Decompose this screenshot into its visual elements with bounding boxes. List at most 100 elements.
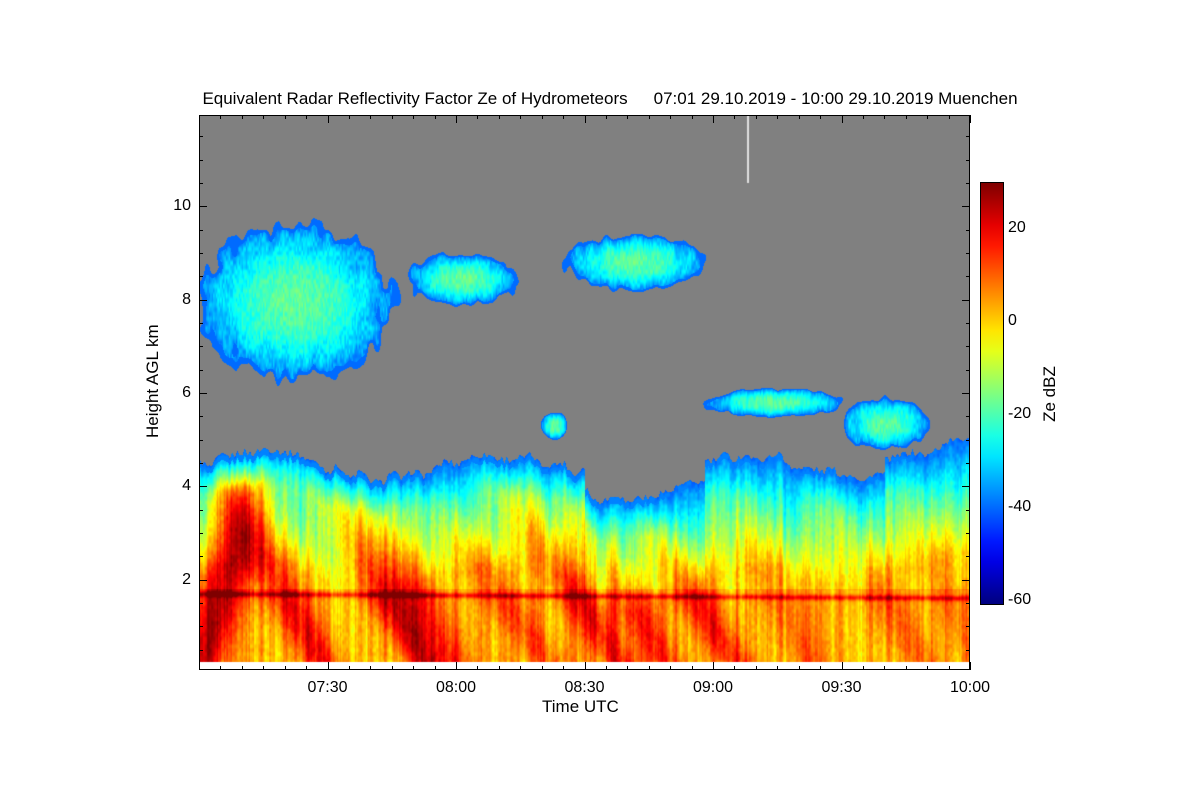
x-minor-tick-top [413,115,415,119]
y-minor-tick [199,602,203,604]
time-range-text: 07:01 29.10.2019 - 10:00 29.10.2019 [653,89,934,108]
x-minor-tick-top [820,115,822,119]
x-minor-tick-top [648,115,650,119]
x-minor-tick [905,666,907,670]
x-minor-tick-top [348,115,350,119]
x-tick-label: 07:30 [307,679,348,696]
y-axis-title: Height AGL km [143,324,162,438]
y-minor-tick [199,346,203,348]
x-minor-tick [605,666,607,670]
x-minor-tick [862,666,864,670]
x-minor-tick [691,666,693,670]
colorbar-tick-label: -60 [1008,591,1032,609]
x-minor-tick [777,666,779,670]
x-tick-label: 09:30 [821,679,862,696]
x-minor-tick-top [670,115,672,119]
y-tick-label: 2 [182,570,191,588]
y-tick-right [962,486,970,488]
x-minor-tick-top [263,115,265,119]
x-minor-tick [306,666,308,670]
x-minor-tick-top [862,115,864,119]
y-minor-tick [199,439,203,441]
x-minor-tick-top [563,115,565,119]
x-minor-tick [541,666,543,670]
y-tick-label: 10 [173,197,191,215]
x-minor-tick-top [905,115,907,119]
x-minor-tick-top [734,115,736,119]
x-axis-title: Time UTC [542,697,619,716]
x-tick [327,662,329,670]
reflectivity-heatmap [199,115,970,670]
y-minor-tick-right [966,416,970,418]
x-minor-tick-top [691,115,693,119]
y-minor-tick [199,322,203,324]
x-minor-tick [284,666,286,670]
colorbar [980,182,1004,605]
location-text: Muenchen [938,89,1018,108]
x-tick [841,662,843,670]
y-tick-label: 8 [182,290,191,308]
x-minor-tick-top [520,115,522,119]
x-minor-tick [241,666,243,670]
x-minor-tick [520,666,522,670]
x-tick-top [713,115,714,123]
colorbar-tick-label: 0 [1008,312,1017,330]
y-minor-tick-right [966,626,970,628]
x-minor-tick-top [755,115,757,119]
y-tick [199,579,207,581]
y-tick [199,392,207,394]
y-tick [199,486,207,488]
x-tick-top [841,115,843,123]
x-minor-tick [563,666,565,670]
y-minor-tick-right [966,509,970,511]
x-minor-tick [884,666,886,670]
y-minor-tick [199,626,203,628]
x-minor-tick-top [798,115,800,119]
y-minor-tick-right [966,136,970,138]
x-tick-label: 08:30 [564,679,605,696]
y-tick-right [962,206,970,208]
x-tick-label: 10:00 [949,679,991,696]
colorbar-tick-label: -20 [1008,405,1032,423]
colorbar-tick-label: 20 [1008,219,1026,237]
y-tick [199,299,207,301]
x-minor-tick-top [948,115,950,119]
colorbar-tick-label: -40 [1008,498,1032,516]
x-minor-tick-top [284,115,286,119]
y-tick-label: 4 [182,477,191,495]
x-minor-tick [263,666,265,670]
x-minor-tick-top [306,115,308,119]
y-minor-tick [199,276,203,278]
y-minor-tick-right [966,346,970,348]
x-minor-tick [648,666,650,670]
x-minor-tick-top [434,115,436,119]
x-tick [456,662,457,670]
x-minor-tick-top [370,115,372,119]
x-minor-tick-top [605,115,607,119]
y-minor-tick [199,159,203,161]
y-minor-tick [199,136,203,138]
plot-frame [199,115,970,670]
x-tick [584,662,586,670]
y-minor-tick [199,182,203,184]
x-minor-tick [755,666,757,670]
y-minor-tick-right [966,229,970,231]
x-tick-top [584,115,586,123]
y-tick [199,206,207,208]
y-minor-tick-right [966,462,970,464]
x-minor-tick-top [498,115,500,119]
y-minor-tick [199,649,203,651]
x-minor-tick [220,666,222,670]
y-tick-label: 6 [182,383,191,401]
x-minor-tick-top [391,115,393,119]
x-minor-tick [434,666,436,670]
x-tick-label: 09:00 [692,679,734,696]
y-minor-tick [199,532,203,534]
y-tick-right [962,392,970,394]
y-minor-tick [199,229,203,231]
y-minor-tick [199,509,203,511]
title-text: Equivalent Radar Reflectivity Factor Ze … [202,89,628,108]
y-minor-tick [199,416,203,418]
y-minor-tick-right [966,532,970,534]
